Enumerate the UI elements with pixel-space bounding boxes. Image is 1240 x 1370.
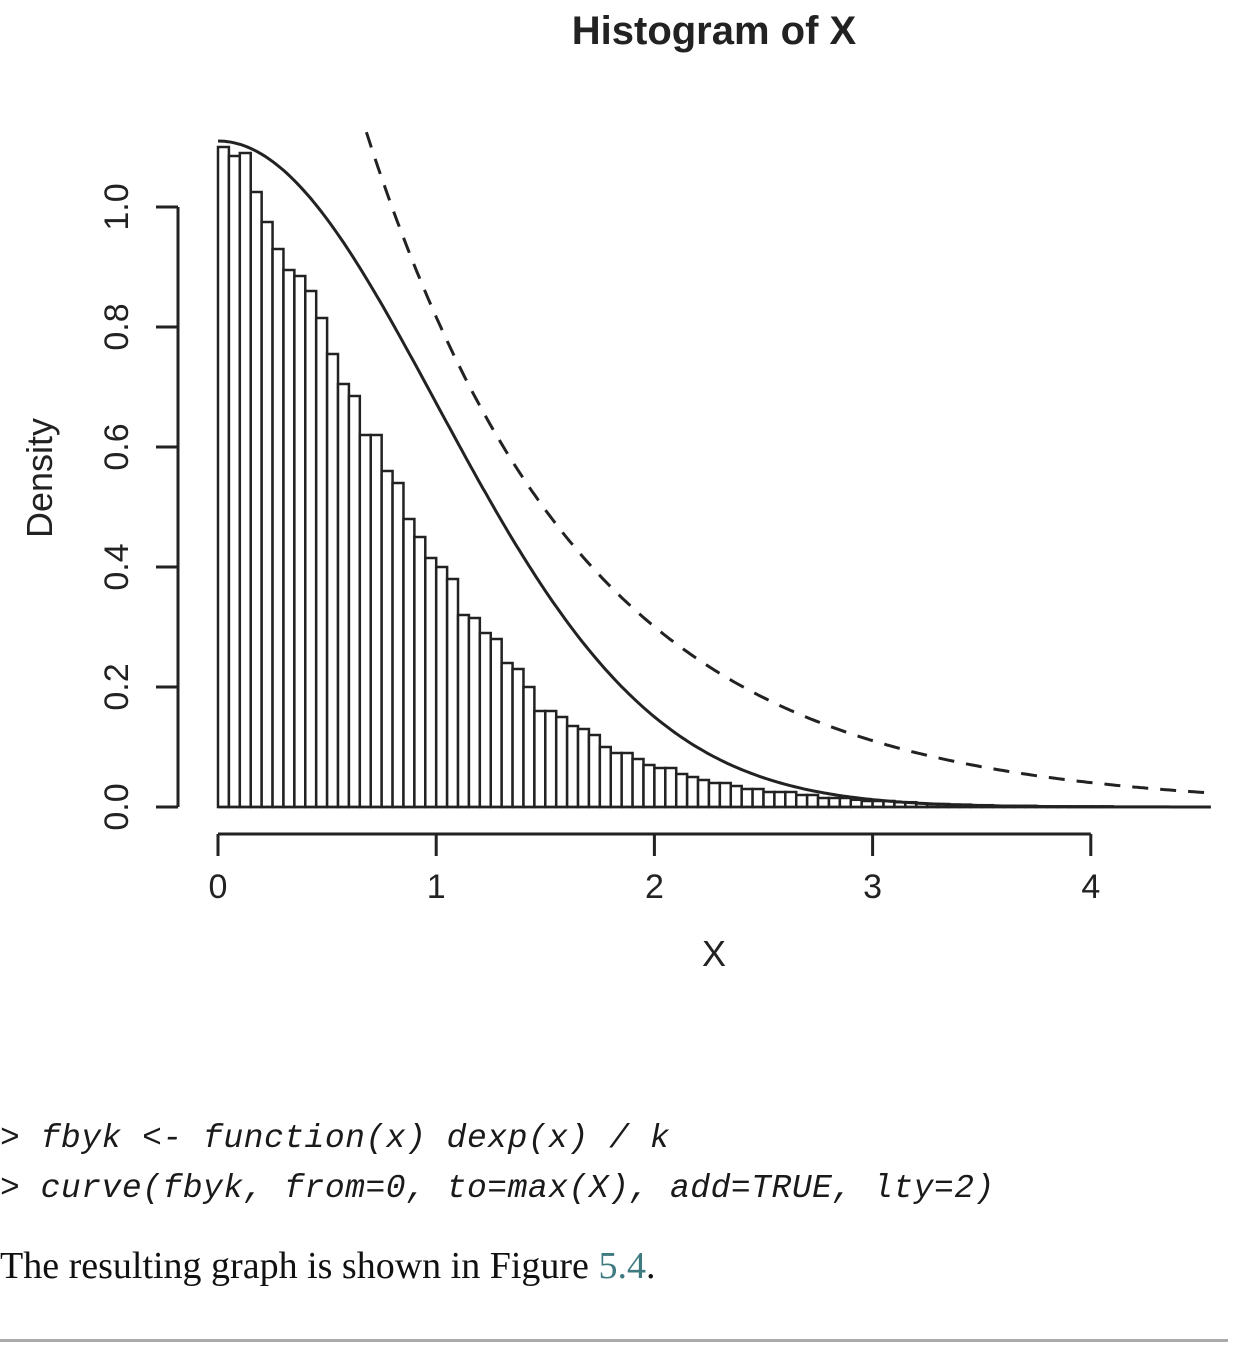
histogram-bar: [227, 154, 242, 809]
histogram-bar: [391, 481, 405, 809]
y-tick-label: 0.2: [98, 663, 136, 710]
x-tick-label: 1: [427, 868, 446, 906]
histogram-bar: [784, 790, 798, 809]
density-curves: [217, 131, 1211, 809]
histogram-bar: [751, 787, 765, 809]
histogram-bar: [478, 631, 492, 809]
histogram-bar: [674, 772, 689, 809]
histogram-bar: [740, 787, 754, 809]
histogram-bar: [533, 709, 547, 809]
histogram-bar: [445, 577, 460, 809]
y-tick-label: 0.4: [98, 543, 136, 590]
histogram-bar: [456, 613, 471, 809]
y-axis-label: Density: [19, 418, 60, 538]
histogram-bar: [358, 433, 372, 809]
figure-link[interactable]: 5.4: [598, 1245, 646, 1287]
histogram-bar: [773, 790, 787, 809]
histogram-bar: [707, 781, 722, 809]
histogram-bar: [402, 517, 416, 809]
histogram-bar: [336, 382, 351, 809]
x-axis: 0 1 2 3 4: [209, 832, 1100, 906]
histogram-bar: [424, 556, 438, 809]
histogram-bar: [762, 790, 776, 809]
histogram-bar: [467, 616, 482, 809]
histogram-bar: [369, 433, 383, 809]
histogram-bar: [249, 190, 263, 809]
histogram-bar: [314, 316, 329, 809]
histogram-bar: [304, 289, 318, 809]
histogram-bars: [216, 145, 1211, 809]
histogram-bar: [544, 709, 558, 809]
caption-text: The resulting graph is shown in Figure: [0, 1245, 599, 1287]
chart-title: Histogram of X: [572, 9, 857, 53]
histogram-bar: [325, 352, 340, 809]
histogram-bar: [260, 220, 274, 809]
divider: [0, 1339, 1228, 1342]
y-axis: 0.0 0.2 0.4 0.6 0.8 1.0: [98, 183, 180, 831]
histogram-bar: [282, 268, 296, 809]
y-tick-label: 1.0: [98, 183, 136, 230]
histogram-bar: [794, 793, 809, 809]
x-axis-label: X: [702, 933, 726, 974]
y-tick-label: 0.8: [98, 303, 136, 350]
code-line-1: > fbyk <- function(x) dexp(x) / k: [0, 1120, 671, 1157]
histogram-bar: [729, 784, 743, 809]
histogram-bar: [238, 151, 252, 809]
histogram-bar: [271, 247, 285, 809]
histogram-bar: [838, 796, 853, 809]
caption: The resulting graph is shown in Figure 5…: [0, 1244, 655, 1288]
histogram-bar: [489, 637, 503, 809]
histogram-bar: [805, 793, 820, 809]
histogram-bar: [522, 685, 536, 809]
histogram-bar: [565, 724, 580, 809]
caption-end: .: [645, 1245, 656, 1287]
histogram-bar: [685, 775, 700, 809]
histogram-bar: [816, 796, 831, 809]
histogram-bar: [380, 469, 394, 809]
histogram-bar: [653, 766, 667, 809]
histogram-bar: [293, 274, 307, 809]
histogram-bar: [216, 145, 231, 809]
histogram-bar: [620, 751, 634, 809]
histogram-bar: [576, 727, 591, 809]
envelope-curve-dashed: [364, 131, 1211, 795]
histogram-bar: [434, 565, 449, 809]
histogram-bar: [718, 781, 733, 809]
x-tick-label: 4: [1081, 868, 1100, 906]
histogram-bar: [827, 796, 842, 809]
histogram-bar: [500, 661, 514, 809]
histogram-bar: [664, 766, 678, 809]
x-tick-label: 0: [209, 868, 228, 906]
histogram-bar: [511, 667, 525, 809]
y-tick-label: 0.6: [98, 423, 136, 470]
histogram-bar: [642, 763, 656, 809]
histogram-bar: [347, 394, 362, 809]
target-density-curve: [217, 139, 1211, 809]
histogram-bar: [413, 535, 427, 809]
histogram-bar: [696, 778, 711, 809]
x-tick-label: 2: [645, 868, 664, 906]
histogram-bar: [554, 715, 569, 809]
y-tick-label: 0.0: [98, 783, 136, 830]
histogram-bar: [598, 745, 613, 809]
histogram-bar: [587, 733, 602, 809]
x-tick-label: 3: [863, 868, 882, 906]
histogram-bar: [609, 751, 623, 809]
histogram-bar: [631, 757, 645, 809]
code-line-2: > curve(fbyk, from=0, to=max(X), add=TRU…: [0, 1170, 995, 1207]
